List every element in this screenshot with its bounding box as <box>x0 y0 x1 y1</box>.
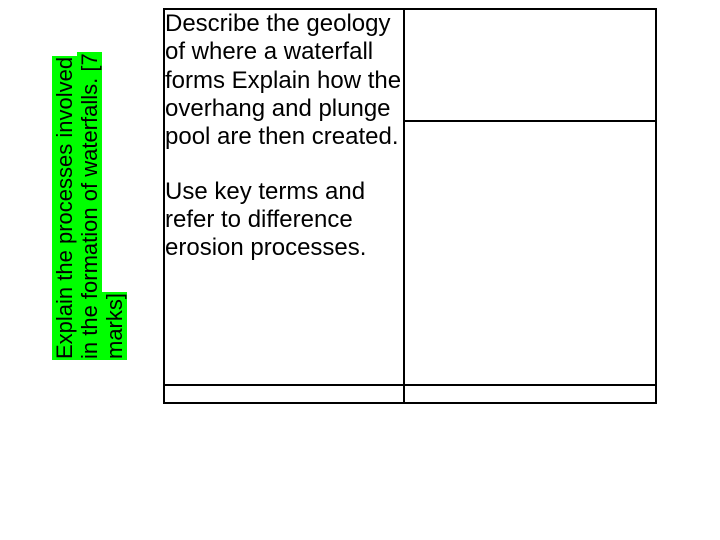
question-text-1: Explain the processes involved <box>52 56 77 360</box>
question-line-2: in the formation of waterfalls. [7 <box>77 52 102 360</box>
description-para-1: Describe the geology of where a waterfal… <box>165 10 403 152</box>
empty-cell-mid <box>404 121 656 385</box>
table-row <box>164 385 656 403</box>
question-line-1: Explain the processes involved <box>52 56 77 360</box>
description-para-2: Use key terms and refer to difference er… <box>165 178 403 263</box>
empty-cell-bl <box>164 385 404 403</box>
worksheet-table: Describe the geology of where a waterfal… <box>163 8 657 404</box>
question-text-3: marks] <box>102 292 127 360</box>
empty-cell-top <box>404 9 656 121</box>
description-cell: Describe the geology of where a waterfal… <box>164 9 404 385</box>
empty-cell-br <box>404 385 656 403</box>
question-line-3: marks] <box>102 292 127 360</box>
table-row: Describe the geology of where a waterfal… <box>164 9 656 121</box>
question-text-2: in the formation of waterfalls. [7 <box>77 52 102 360</box>
